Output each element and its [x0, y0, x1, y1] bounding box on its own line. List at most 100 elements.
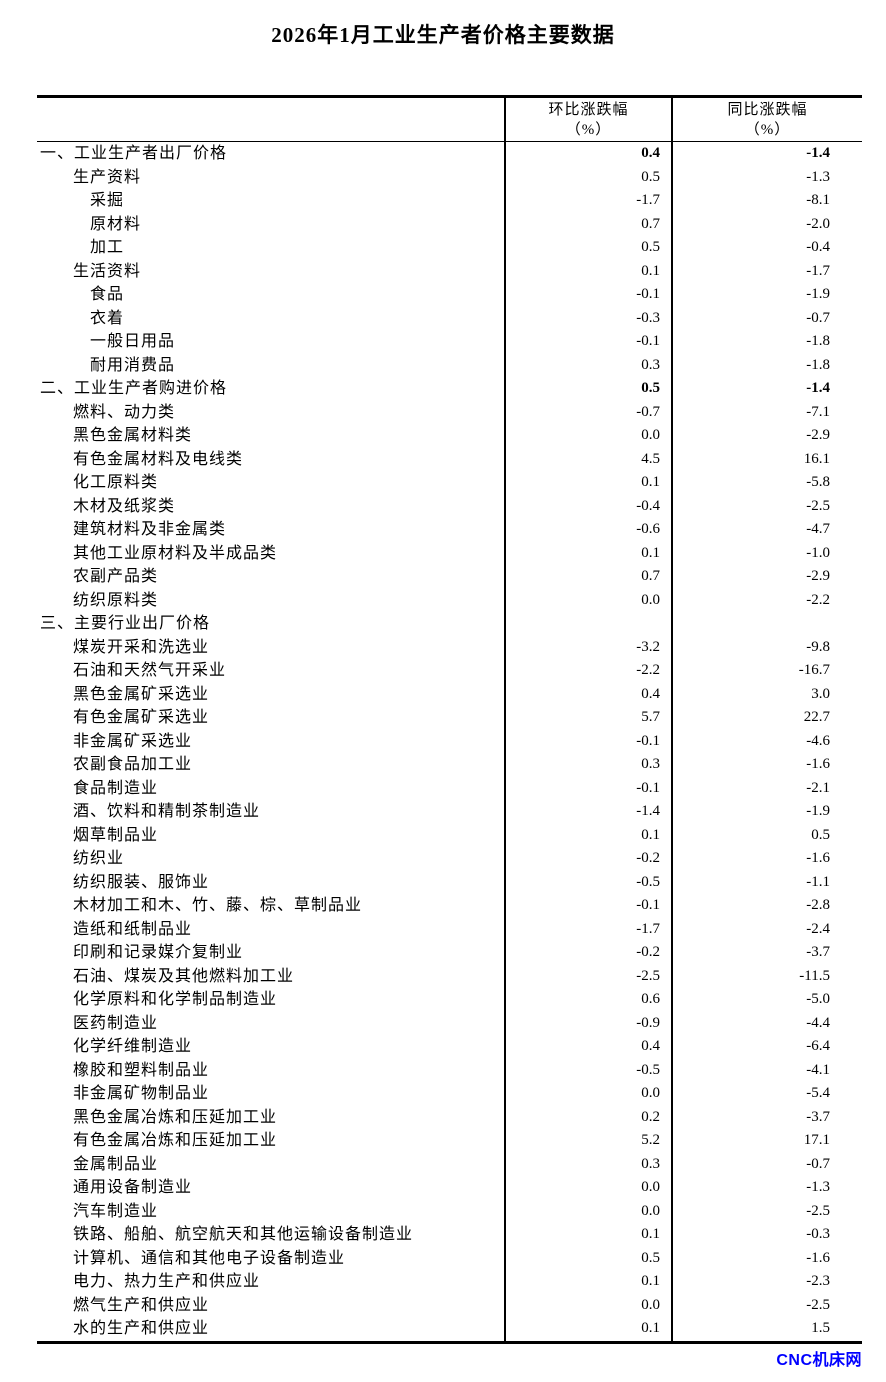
row-yoy-value: -4.7 — [806, 521, 830, 537]
row-yoy-value: -1.3 — [806, 168, 830, 185]
row-yoy-value — [672, 612, 862, 636]
row-yoy-value: 0.5 — [811, 826, 830, 843]
row-mom-value: 0.5 — [504, 377, 673, 401]
table-header: 环比涨跌幅 （%） 同比涨跌幅 （%） — [37, 96, 862, 142]
row-yoy-value: -0.7 — [806, 309, 830, 326]
table-row: 一般日用品 -0.1 -1.8 — [37, 330, 862, 354]
row-yoy-value: -1.6 — [806, 756, 830, 772]
row-mom-value: -0.7 — [504, 400, 673, 424]
row-mom-value: -0.3 — [504, 306, 673, 330]
table-row: 木材加工和木、竹、藤、棕、草制品业 -0.1 -2.8 — [37, 894, 862, 918]
row-mom-value — [504, 612, 673, 636]
row-label: 非金属矿物制品业 — [73, 1085, 210, 1102]
table-row: 加工 0.5 -0.4 — [37, 236, 862, 260]
row-yoy-value: -1.1 — [806, 873, 830, 890]
row-label: 化学纤维制造业 — [73, 1038, 193, 1055]
row-yoy-value: 17.1 — [803, 1132, 830, 1148]
table-row: 印刷和记录媒介复制业 -0.2 -3.7 — [37, 941, 862, 965]
row-label: 生产资料 — [73, 168, 142, 186]
row-label: 石油、煤炭及其他燃料加工业 — [73, 967, 295, 985]
row-mom-value: -0.4 — [504, 494, 673, 518]
row-label: 二、工业生产者购进价格 — [40, 380, 228, 397]
row-mom-value: 0.1 — [504, 259, 673, 283]
row-yoy-value: -2.0 — [806, 215, 830, 232]
row-mom-value: 0.4 — [504, 141, 673, 166]
row-label: 电力、热力生产和供应业 — [73, 1273, 261, 1290]
table-row: 采掘 -1.7 -8.1 — [37, 189, 862, 213]
row-mom-value: 0.5 — [504, 1246, 673, 1270]
table-row: 黑色金属冶炼和压延加工业 0.2 -3.7 — [37, 1105, 862, 1129]
table-row: 衣着 -0.3 -0.7 — [37, 306, 862, 330]
header-row: 环比涨跌幅 （%） 同比涨跌幅 （%） — [37, 96, 862, 142]
row-mom-value: -0.9 — [504, 1011, 673, 1035]
row-label: 纺织服装、服饰业 — [73, 873, 210, 891]
row-yoy-value: 22.7 — [803, 709, 830, 725]
table-row: 煤炭开采和洗选业 -3.2 -9.8 — [37, 635, 862, 659]
table-row: 纺织原料类 0.0 -2.2 — [37, 588, 862, 612]
table-row: 酒、饮料和精制茶制造业 -1.4 -1.9 — [37, 800, 862, 824]
row-mom-value: 0.4 — [504, 1035, 673, 1059]
row-label: 纺织原料类 — [73, 591, 159, 609]
table-row: 有色金属矿采选业 5.7 22.7 — [37, 706, 862, 730]
table-row: 汽车制造业 0.0 -2.5 — [37, 1199, 862, 1223]
table-row: 燃料、动力类 -0.7 -7.1 — [37, 400, 862, 424]
table-row: 有色金属冶炼和压延加工业 5.2 17.1 — [37, 1129, 862, 1153]
table-row: 有色金属材料及电线类 4.5 16.1 — [37, 447, 862, 471]
page-title: 2026年1月工业生产者价格主要数据 — [271, 23, 615, 47]
table-row: 黑色金属材料类 0.0 -2.9 — [37, 424, 862, 448]
header-cell-mom: 环比涨跌幅 （%） — [504, 96, 673, 142]
row-yoy-value: -4.6 — [806, 732, 830, 749]
row-yoy-value: -0.3 — [806, 1226, 830, 1242]
table-row: 石油和天然气开采业 -2.2 -16.7 — [37, 659, 862, 683]
row-yoy-value: -2.9 — [806, 568, 830, 584]
table-row: 生产资料 0.5 -1.3 — [37, 165, 862, 189]
row-label: 造纸和纸制品业 — [73, 920, 193, 938]
row-label: 衣着 — [90, 309, 125, 327]
row-yoy-value: -0.4 — [806, 239, 830, 255]
row-label: 农副产品类 — [73, 568, 159, 585]
row-label: 印刷和记录媒介复制业 — [73, 944, 244, 961]
row-yoy-value: -4.4 — [806, 1014, 830, 1031]
row-label: 纺织业 — [73, 850, 125, 867]
row-yoy-value: -5.4 — [806, 1085, 830, 1101]
table-row: 生活资料 0.1 -1.7 — [37, 259, 862, 283]
row-yoy-value: -6.4 — [806, 1038, 830, 1054]
row-mom-value: 0.1 — [504, 1270, 673, 1294]
row-yoy-value: 1.5 — [811, 1320, 830, 1336]
row-yoy-value: -8.1 — [806, 192, 830, 208]
row-label: 三、主要行业出厂价格 — [40, 615, 211, 632]
row-mom-value: 0.3 — [504, 353, 673, 377]
row-label: 黑色金属材料类 — [73, 427, 193, 444]
yoy-header-label: 同比涨跌幅 — [727, 101, 808, 118]
row-label: 采掘 — [90, 192, 125, 209]
row-mom-value: 0.0 — [504, 588, 673, 612]
row-mom-value: 0.3 — [504, 753, 673, 777]
row-yoy-value: -5.8 — [806, 474, 830, 490]
row-label: 建筑材料及非金属类 — [73, 521, 227, 538]
row-label: 化学原料和化学制品制造业 — [73, 991, 278, 1008]
row-yoy-value: -3.7 — [806, 944, 830, 960]
row-label: 汽车制造业 — [73, 1202, 159, 1220]
table-row: 造纸和纸制品业 -1.7 -2.4 — [37, 917, 862, 941]
row-yoy-value: -7.1 — [806, 403, 830, 420]
row-mom-value: 0.3 — [504, 1152, 673, 1176]
row-label: 燃气生产和供应业 — [73, 1296, 210, 1314]
row-yoy-value: -2.3 — [806, 1273, 830, 1289]
cnc-watermark-link[interactable]: CNC机床网 — [776, 1352, 862, 1369]
row-label: 木材加工和木、竹、藤、棕、草制品业 — [73, 897, 363, 914]
row-yoy-value: -1.4 — [806, 145, 830, 161]
row-mom-value: 0.1 — [504, 1317, 673, 1342]
row-label: 酒、饮料和精制茶制造业 — [73, 803, 261, 820]
table-row: 石油、煤炭及其他燃料加工业 -2.5 -11.5 — [37, 964, 862, 988]
row-label: 非金属矿采选业 — [73, 732, 193, 750]
table-row: 橡胶和塑料制品业 -0.5 -4.1 — [37, 1058, 862, 1082]
row-mom-value: -1.7 — [504, 917, 673, 941]
table-body: 一、工业生产者出厂价格 0.4 -1.4 生产资料 0.5 -1.3 采掘 -1.7 -8.1 原… — [37, 141, 862, 1342]
table-row: 非金属矿物制品业 0.0 -5.4 — [37, 1082, 862, 1106]
row-mom-value: 0.4 — [504, 682, 673, 706]
row-mom-value: -0.5 — [504, 870, 673, 894]
table-row: 建筑材料及非金属类 -0.6 -4.7 — [37, 518, 862, 542]
table-row: 农副产品类 0.7 -2.9 — [37, 565, 862, 589]
table-row: 燃气生产和供应业 0.0 -2.5 — [37, 1293, 862, 1317]
table-row: 化工原料类 0.1 -5.8 — [37, 471, 862, 495]
